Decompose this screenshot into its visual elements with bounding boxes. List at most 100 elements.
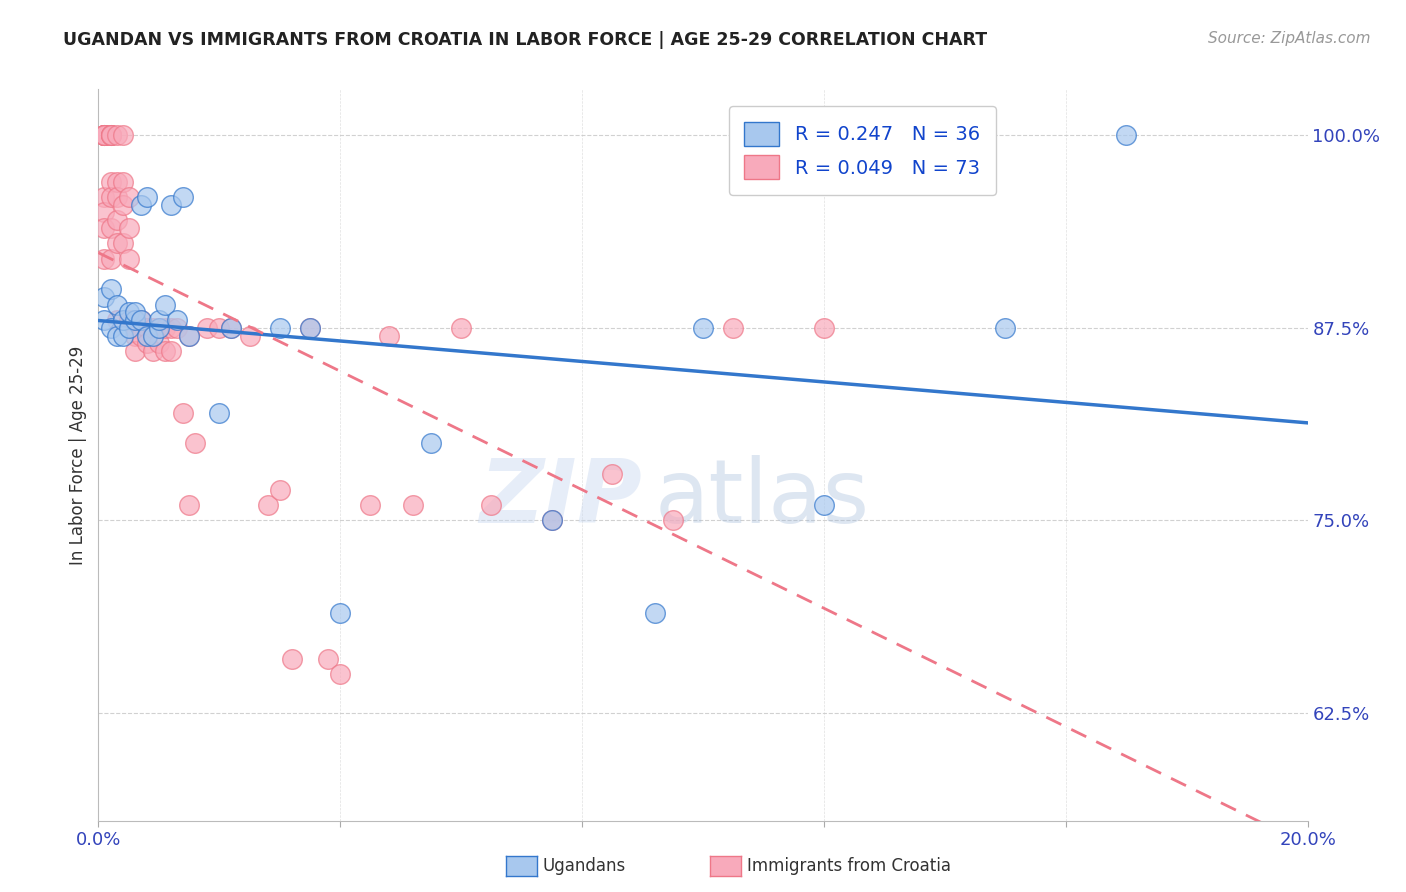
Point [111, 236, 134, 251]
Point [129, 197, 152, 211]
Point [100, 282, 122, 296]
Point [377, 328, 399, 343]
Point [105, 175, 128, 189]
Point [142, 343, 165, 358]
Point [135, 321, 157, 335]
Point [360, 498, 382, 512]
Y-axis label: In Labor Force | Age 25-29: In Labor Force | Age 25-29 [69, 345, 87, 565]
Point [602, 467, 624, 482]
Point [129, 313, 152, 327]
Point [100, 252, 122, 266]
Point [481, 498, 503, 512]
Text: UGANDAN VS IMMIGRANTS FROM CROATIA IN LABOR FORCE | AGE 25-29 CORRELATION CHART: UGANDAN VS IMMIGRANTS FROM CROATIA IN LA… [63, 31, 987, 49]
Point [153, 343, 176, 358]
Point [172, 190, 194, 204]
Point [100, 190, 122, 204]
Point [661, 513, 683, 527]
Point [153, 321, 176, 335]
Point [142, 328, 165, 343]
Point [402, 498, 425, 512]
Point [93, 128, 115, 143]
Point [100, 128, 122, 143]
Point [179, 328, 201, 343]
Point [135, 336, 157, 351]
Point [124, 313, 146, 327]
Point [93, 290, 115, 304]
Point [100, 128, 122, 143]
Point [148, 313, 170, 327]
Point [329, 667, 352, 681]
Point [118, 313, 141, 327]
Point [316, 652, 339, 666]
Point [93, 128, 115, 143]
Point [813, 498, 835, 512]
Point [208, 406, 231, 420]
Text: Source: ZipAtlas.com: Source: ZipAtlas.com [1208, 31, 1371, 46]
Text: ZIP: ZIP [479, 455, 643, 542]
Point [100, 321, 122, 335]
Point [135, 328, 157, 343]
Point [208, 321, 231, 335]
Point [148, 336, 170, 351]
Point [105, 313, 128, 327]
Point [105, 190, 128, 204]
Point [124, 328, 146, 343]
Text: Immigrants from Croatia: Immigrants from Croatia [747, 857, 950, 875]
Point [118, 321, 141, 335]
Point [124, 321, 146, 335]
Point [166, 313, 188, 327]
Point [644, 606, 666, 620]
Point [93, 190, 115, 204]
Point [221, 321, 243, 335]
Point [124, 343, 146, 358]
Point [100, 220, 122, 235]
Point [281, 652, 304, 666]
Point [135, 190, 157, 204]
Point [299, 321, 322, 335]
Point [105, 298, 128, 312]
Point [299, 321, 322, 335]
Point [540, 513, 562, 527]
Point [129, 313, 152, 327]
Point [93, 220, 115, 235]
Text: atlas: atlas [655, 455, 870, 542]
Point [118, 305, 141, 319]
Text: Ugandans: Ugandans [543, 857, 626, 875]
Point [93, 128, 115, 143]
Point [118, 252, 141, 266]
Point [179, 498, 201, 512]
Point [124, 305, 146, 319]
Point [329, 606, 352, 620]
Point [160, 197, 183, 211]
Point [160, 343, 183, 358]
Point [105, 213, 128, 227]
Point [692, 321, 714, 335]
Point [111, 197, 134, 211]
Point [93, 128, 115, 143]
Point [93, 313, 115, 327]
Point [93, 128, 115, 143]
Point [420, 436, 443, 450]
Point [450, 321, 472, 335]
Point [111, 128, 134, 143]
Point [93, 128, 115, 143]
Point [148, 321, 170, 335]
Point [160, 321, 183, 335]
Point [111, 328, 134, 343]
Point [1115, 128, 1137, 143]
Point [129, 328, 152, 343]
Point [93, 205, 115, 219]
Point [153, 298, 176, 312]
Point [994, 321, 1017, 335]
Point [256, 498, 278, 512]
Point [540, 513, 562, 527]
Point [269, 321, 291, 335]
Point [172, 406, 194, 420]
Point [195, 321, 218, 335]
Point [105, 128, 128, 143]
Point [142, 321, 165, 335]
Point [813, 321, 835, 335]
Point [166, 321, 188, 335]
Point [100, 175, 122, 189]
Point [221, 321, 243, 335]
